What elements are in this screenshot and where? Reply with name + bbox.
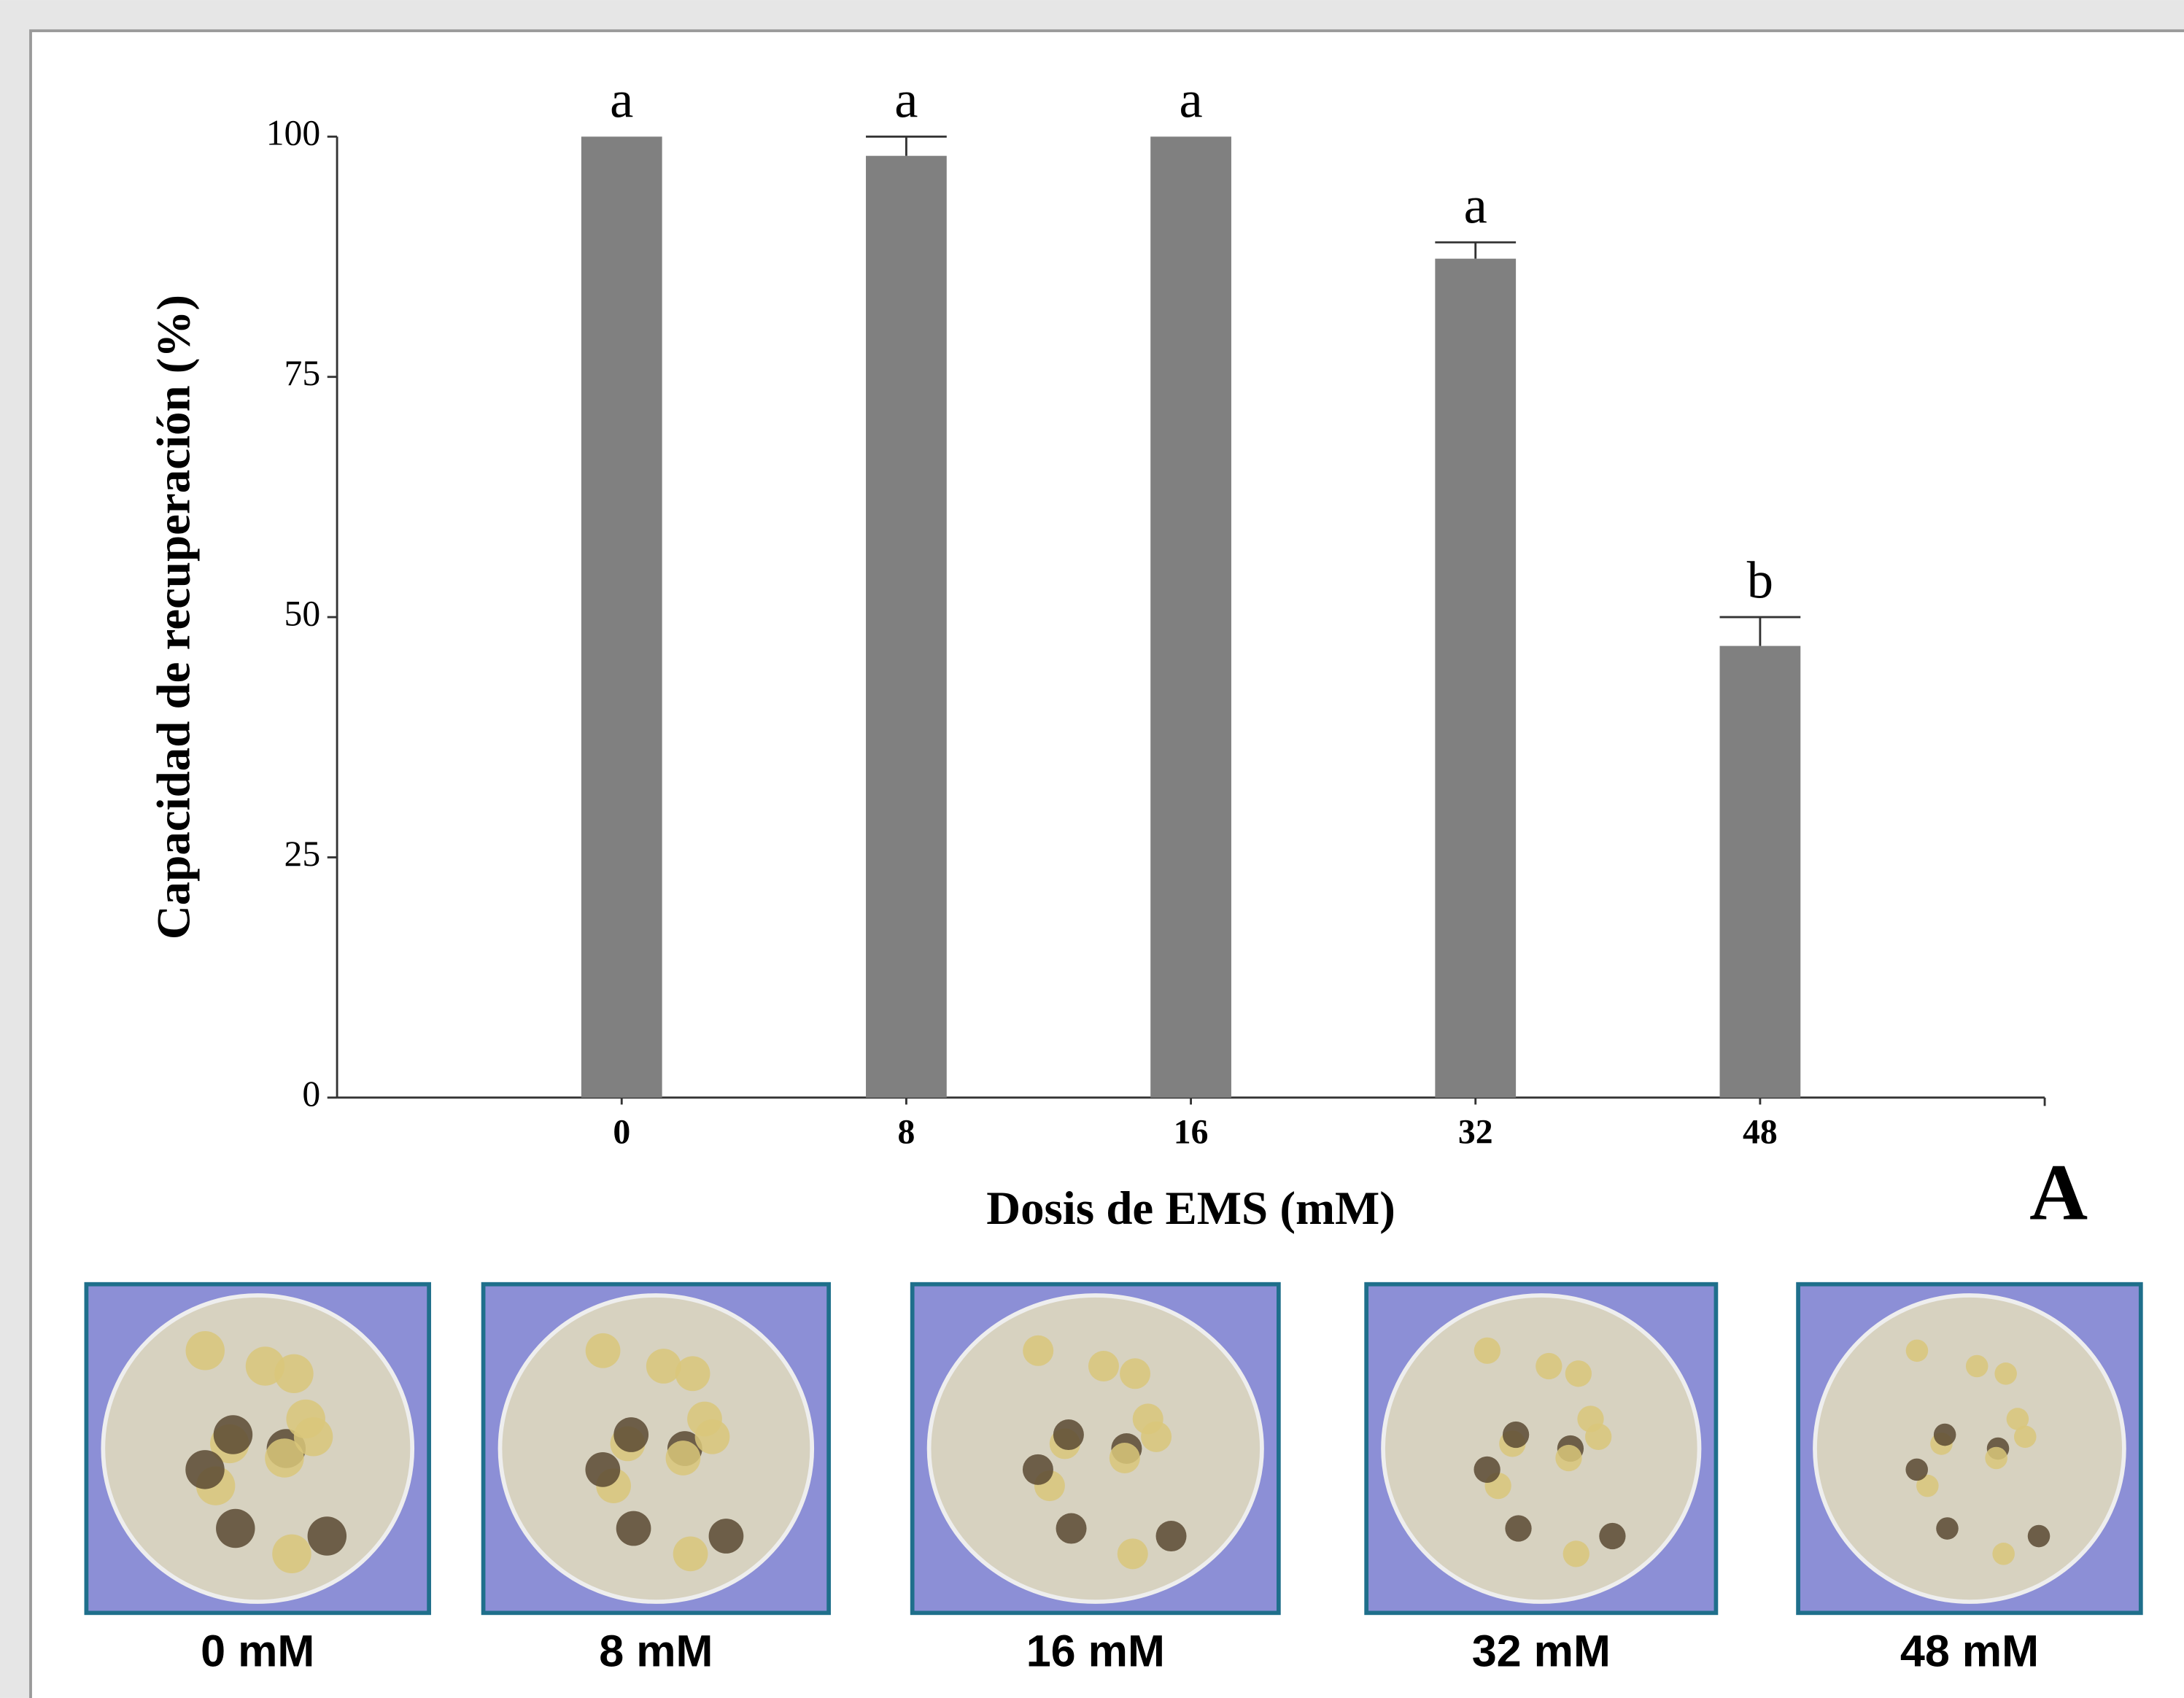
bar [1720,646,1801,1098]
significance-letter: a [610,70,633,129]
x-tick-label: 32 [1458,1112,1493,1151]
x-tick-label: 8 [897,1112,915,1151]
callus [586,1333,621,1368]
y-tick-label: 0 [302,1074,320,1114]
callus [1994,1362,2017,1385]
callus [1505,1515,1531,1541]
photo-caption: 48 mM [1900,1627,2039,1676]
bar [866,156,947,1098]
significance-letter: a [1179,70,1202,129]
y-tick-label: 50 [284,593,321,633]
callus [1536,1353,1562,1379]
callus [1563,1540,1589,1567]
bar [1150,136,1231,1098]
bar [1435,259,1516,1098]
callus [1555,1445,1581,1471]
callus [1992,1543,2015,1565]
photo-caption: 8 mM [599,1627,713,1676]
x-tick-label: 0 [613,1112,630,1151]
y-tick-label: 100 [266,113,320,153]
petri-dish [500,1295,812,1602]
callus [185,1450,224,1489]
callus [308,1516,346,1555]
callus [1474,1338,1500,1364]
callus [1934,1424,1956,1446]
callus [1156,1521,1187,1551]
callus [695,1419,730,1454]
callus [186,1331,225,1370]
panel-label: A [2029,1147,2088,1237]
callus [1118,1538,1148,1569]
callus [613,1417,648,1452]
significance-letter: a [894,70,918,129]
callus [1966,1355,1989,1378]
petri-dish [1383,1295,1699,1602]
callus [1503,1422,1529,1448]
callus [1023,1454,1053,1485]
bar [581,136,662,1098]
callus [709,1519,744,1554]
callus [666,1441,701,1476]
callus [1023,1335,1053,1366]
callus [616,1511,651,1546]
callus [585,1452,620,1487]
callus [1585,1424,1611,1450]
photo-caption: 32 mM [1472,1627,1611,1676]
callus [1936,1517,1959,1540]
callus [274,1354,313,1393]
x-tick-label: 48 [1743,1112,1778,1151]
y-tick-label: 25 [284,834,321,874]
callus [1053,1419,1084,1450]
callus [1906,1340,1929,1362]
callus [675,1356,710,1391]
callus [1110,1443,1140,1473]
callus [673,1536,708,1571]
callus [214,1415,252,1454]
callus [1120,1358,1150,1389]
figure: Capacidad de recuperación (%) Dosis de E… [0,0,2184,1698]
petri-dish [103,1295,412,1602]
y-axis-title: Capacidad de recuperación (%) [147,295,200,939]
callus [2028,1525,2051,1548]
callus [1088,1351,1119,1381]
callus [646,1349,681,1384]
significance-letter: a [1464,176,1487,235]
callus [272,1535,311,1573]
y-tick-label: 75 [284,353,321,393]
callus [1141,1422,1172,1452]
photo-caption: 16 mM [1026,1627,1165,1676]
callus [1985,1447,2007,1470]
significance-letter: b [1747,550,1773,609]
callus [294,1417,333,1456]
callus [1474,1457,1500,1483]
callus [1905,1459,1928,1481]
callus [2014,1426,2037,1449]
photo-caption: 0 mM [201,1627,314,1676]
callus [1056,1513,1087,1544]
x-axis-title: Dosis de EMS (mM) [986,1182,1395,1235]
callus [1565,1360,1592,1387]
petri-dish [1815,1295,2124,1602]
petri-dish [929,1295,1262,1602]
callus [216,1509,255,1548]
callus [1599,1523,1625,1549]
x-tick-label: 16 [1174,1112,1209,1151]
